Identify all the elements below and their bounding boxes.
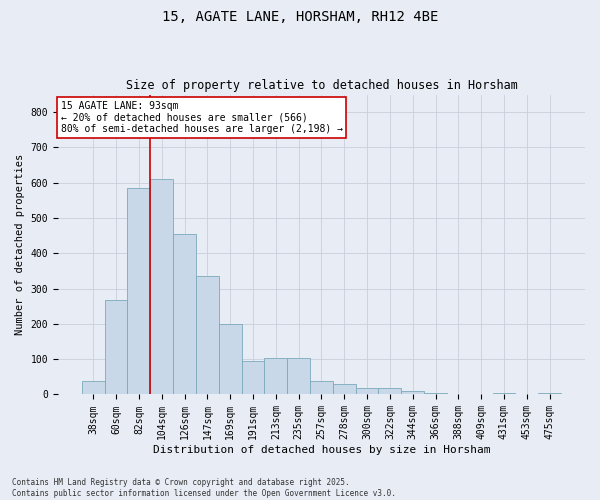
Bar bbox=[333, 384, 356, 394]
Bar bbox=[538, 392, 561, 394]
Bar bbox=[424, 392, 447, 394]
Bar bbox=[401, 391, 424, 394]
Bar bbox=[493, 392, 515, 394]
Bar bbox=[287, 358, 310, 395]
X-axis label: Distribution of detached houses by size in Horsham: Distribution of detached houses by size … bbox=[153, 445, 490, 455]
Bar bbox=[196, 276, 219, 394]
Bar bbox=[310, 382, 333, 394]
Bar bbox=[82, 382, 104, 394]
Bar bbox=[356, 388, 379, 394]
Bar bbox=[127, 188, 151, 394]
Text: 15, AGATE LANE, HORSHAM, RH12 4BE: 15, AGATE LANE, HORSHAM, RH12 4BE bbox=[162, 10, 438, 24]
Y-axis label: Number of detached properties: Number of detached properties bbox=[15, 154, 25, 335]
Bar bbox=[219, 324, 242, 394]
Bar bbox=[265, 358, 287, 395]
Bar bbox=[104, 300, 127, 394]
Text: Contains HM Land Registry data © Crown copyright and database right 2025.
Contai: Contains HM Land Registry data © Crown c… bbox=[12, 478, 396, 498]
Title: Size of property relative to detached houses in Horsham: Size of property relative to detached ho… bbox=[125, 79, 517, 92]
Bar bbox=[173, 234, 196, 394]
Bar bbox=[242, 361, 265, 394]
Bar bbox=[379, 388, 401, 394]
Bar bbox=[151, 179, 173, 394]
Text: 15 AGATE LANE: 93sqm
← 20% of detached houses are smaller (566)
80% of semi-deta: 15 AGATE LANE: 93sqm ← 20% of detached h… bbox=[61, 100, 343, 134]
